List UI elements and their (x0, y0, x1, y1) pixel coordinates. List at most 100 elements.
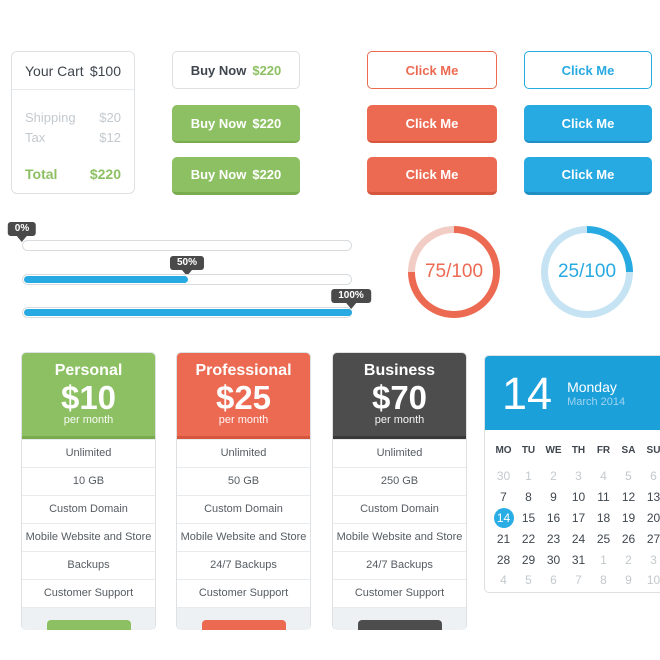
calendar-day[interactable]: 18 (596, 510, 611, 525)
pricing-cta-button[interactable] (357, 620, 442, 630)
click-me-label: Click Me (405, 115, 459, 131)
calendar-day[interactable]: 12 (621, 490, 636, 505)
cart-tax-label: Tax (25, 130, 46, 145)
pricing-header: Business $70 per month (333, 353, 466, 439)
calendar-day[interactable]: 23 (546, 531, 561, 546)
calendar-day-selected[interactable]: 14 (493, 507, 514, 528)
feature-row: 24/7 Backups (177, 551, 310, 579)
progress-tooltip-label: 100% (338, 290, 364, 301)
feature-row: Mobile Website and Store (333, 523, 466, 551)
calendar-day[interactable]: 13 (646, 490, 660, 505)
feature-row: Custom Domain (177, 495, 310, 523)
calendar-day[interactable]: 10 (571, 490, 586, 505)
calendar-day[interactable]: 29 (521, 552, 536, 567)
calendar-day[interactable]: 7 (500, 490, 507, 505)
cart-title: Your Cart (25, 62, 84, 79)
buy-now-button-solid-3d[interactable]: Buy Now $220 (172, 157, 300, 195)
pricing-cta-button[interactable] (201, 620, 286, 630)
calendar-day[interactable]: 25 (596, 531, 611, 546)
feature-row: Custom Domain (333, 495, 466, 523)
calendar-weekday-header: SU (646, 444, 660, 456)
calendar-day[interactable]: 1 (600, 552, 607, 567)
pricing-footer (177, 607, 310, 630)
calendar-day[interactable]: 10 (646, 573, 660, 588)
feature-row: 50 GB (177, 467, 310, 495)
calendar-day[interactable]: 16 (546, 510, 561, 525)
gauge-75-of-100: 75/100 (408, 226, 500, 318)
calendar-weekday-row: MO TU WE TH FR SA SU (491, 438, 660, 462)
feature-row: Unlimited (177, 439, 310, 467)
progress-bar-50 (22, 274, 352, 285)
buy-now-button-solid[interactable]: Buy Now $220 (172, 105, 300, 143)
calendar-day[interactable]: 22 (521, 531, 536, 546)
calendar-day[interactable]: 6 (650, 469, 657, 484)
calendar-day[interactable]: 26 (621, 531, 636, 546)
calendar-day[interactable]: 28 (496, 552, 511, 567)
cart-total-value: $220 (89, 166, 121, 182)
pricing-cta-button[interactable] (46, 620, 131, 630)
click-me-button-blue-outline[interactable]: Click Me (524, 51, 652, 89)
pricing-header: Personal $10 per month (22, 353, 155, 439)
calendar-day[interactable]: 6 (550, 573, 557, 588)
plan-price: $10 (60, 379, 117, 416)
calendar-day[interactable]: 19 (621, 510, 636, 525)
plan-period: per month (374, 414, 425, 426)
calendar-day[interactable]: 8 (600, 573, 607, 588)
calendar-weekday-header: TU (521, 444, 536, 456)
calendar: 14 Monday March 2014 MO TU WE TH FR SA SU 30 1 2… (484, 355, 660, 593)
buy-now-button-outline[interactable]: Buy Now $220 (172, 51, 300, 89)
calendar-day[interactable]: 30 (546, 552, 561, 567)
calendar-day[interactable]: 3 (575, 469, 582, 484)
calendar-weekday-header: MO (495, 444, 512, 456)
calendar-day[interactable]: 4 (500, 573, 507, 588)
buy-now-label: Buy Now (190, 115, 247, 131)
click-me-label: Click Me (561, 62, 615, 78)
feature-row: Custom Domain (22, 495, 155, 523)
plan-period: per month (63, 414, 114, 426)
calendar-day[interactable]: 21 (496, 531, 511, 546)
click-me-label: Click Me (561, 115, 615, 131)
progress-tooltip-50: 50% (169, 256, 205, 276)
calendar-day[interactable]: 2 (550, 469, 557, 484)
buy-now-label: Buy Now (190, 62, 247, 78)
feature-row: 24/7 Backups (333, 551, 466, 579)
calendar-day[interactable]: 5 (625, 469, 632, 484)
progress-tooltip-100: 100% (331, 289, 371, 309)
buy-now-price: $220 (252, 167, 282, 182)
tooltip-arrow-icon (181, 270, 192, 276)
calendar-day[interactable]: 3 (650, 552, 657, 567)
click-me-button-red-solid[interactable]: Click Me (367, 105, 497, 143)
calendar-month-year: March 2014 (567, 395, 626, 408)
calendar-day[interactable]: 27 (646, 531, 660, 546)
cart-total-label: Total (25, 166, 58, 182)
calendar-day[interactable]: 31 (571, 552, 586, 567)
calendar-day[interactable]: 9 (550, 490, 557, 505)
calendar-day[interactable]: 30 (496, 469, 511, 484)
calendar-day[interactable]: 5 (525, 573, 532, 588)
calendar-weekday-header: TH (571, 444, 586, 456)
calendar-day[interactable]: 2 (625, 552, 632, 567)
calendar-day[interactable]: 24 (571, 531, 586, 546)
cart-shipping-label: Shipping (25, 110, 76, 125)
progress-bar-100 (22, 307, 352, 318)
feature-row: 250 GB (333, 467, 466, 495)
calendar-selected-day-number: 14 (502, 367, 553, 419)
click-me-button-red-solid-3d[interactable]: Click Me (367, 157, 497, 195)
pricing-footer (22, 607, 155, 630)
click-me-button-blue-solid[interactable]: Click Me (524, 105, 652, 143)
calendar-day[interactable]: 7 (575, 573, 582, 588)
calendar-day[interactable]: 20 (646, 510, 660, 525)
calendar-day[interactable]: 15 (521, 510, 536, 525)
calendar-day[interactable]: 4 (600, 469, 607, 484)
feature-row: Unlimited (333, 439, 466, 467)
calendar-day[interactable]: 1 (525, 469, 532, 484)
click-me-label: Click Me (405, 62, 459, 78)
calendar-day[interactable]: 11 (597, 490, 610, 505)
plan-period: per month (218, 414, 269, 426)
calendar-day[interactable]: 17 (571, 510, 586, 525)
click-me-button-blue-solid-3d[interactable]: Click Me (524, 157, 652, 195)
click-me-button-red-outline[interactable]: Click Me (367, 51, 497, 89)
calendar-day[interactable]: 9 (625, 573, 632, 588)
calendar-day[interactable]: 8 (525, 490, 532, 505)
